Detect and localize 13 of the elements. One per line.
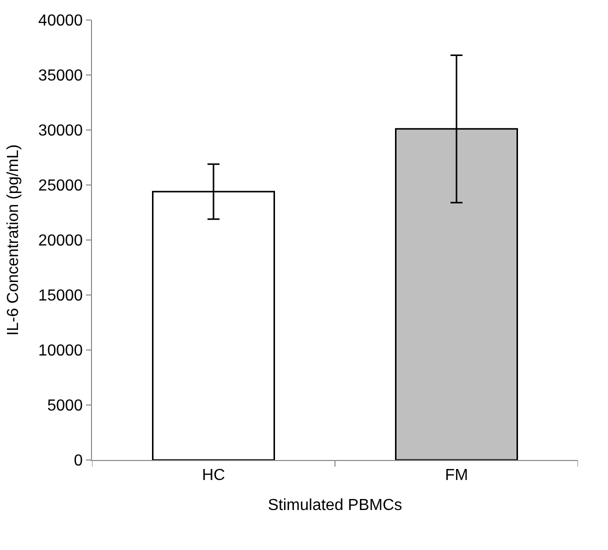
- y-tick-label: 30000: [38, 122, 83, 140]
- y-axis-title: IL-6 Concentration (pg/mL): [5, 144, 22, 336]
- x-axis-title: Stimulated PBMCs: [268, 496, 402, 514]
- y-tick-label: 20000: [38, 232, 83, 250]
- x-tick-label: HC: [202, 467, 226, 484]
- y-tick-label: 0: [74, 452, 83, 470]
- y-tick-label: 40000: [38, 12, 83, 30]
- y-tick-label: 35000: [38, 68, 83, 85]
- x-tick-label: FM: [444, 467, 468, 484]
- y-tick-label: 5000: [47, 398, 83, 415]
- y-tick-label: 15000: [38, 288, 83, 305]
- y-tick-label: 25000: [38, 178, 83, 195]
- y-tick-label: 10000: [38, 342, 83, 360]
